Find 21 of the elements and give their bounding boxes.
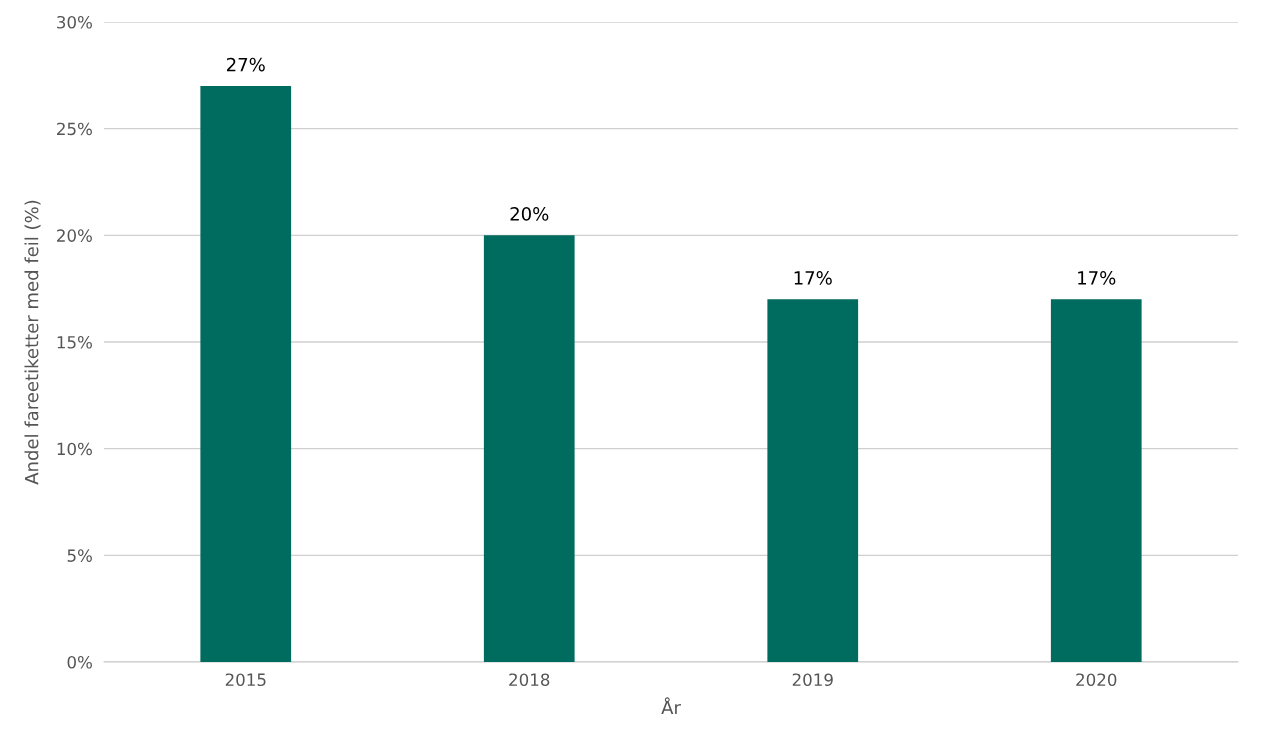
- bar: [1050, 299, 1142, 662]
- x-tick-label: 2018: [509, 673, 550, 687]
- bar: [200, 86, 292, 662]
- y-tick-label: 15%: [57, 335, 92, 349]
- y-tick-label: 20%: [57, 229, 92, 242]
- data-label: 27%: [227, 57, 265, 72]
- data-label: 17%: [794, 271, 832, 285]
- y-tick-label: 10%: [57, 442, 92, 456]
- bar: [767, 299, 859, 662]
- y-tick-label: 30%: [57, 15, 92, 29]
- y-tick-label: 5%: [67, 549, 92, 562]
- y-tick-label: 0%: [67, 655, 92, 669]
- x-axis-title: År: [661, 697, 681, 715]
- bar: [483, 235, 575, 662]
- x-tick-label: 2015: [225, 673, 266, 687]
- data-label: 17%: [1078, 271, 1116, 285]
- data-label: 20%: [510, 207, 549, 221]
- y-axis-title: Andel fareetiketter med feil (%): [24, 200, 41, 485]
- x-tick-label: 2019: [792, 673, 833, 687]
- x-tick-label: 2020: [1076, 673, 1117, 687]
- y-tick-label: 25%: [57, 122, 92, 136]
